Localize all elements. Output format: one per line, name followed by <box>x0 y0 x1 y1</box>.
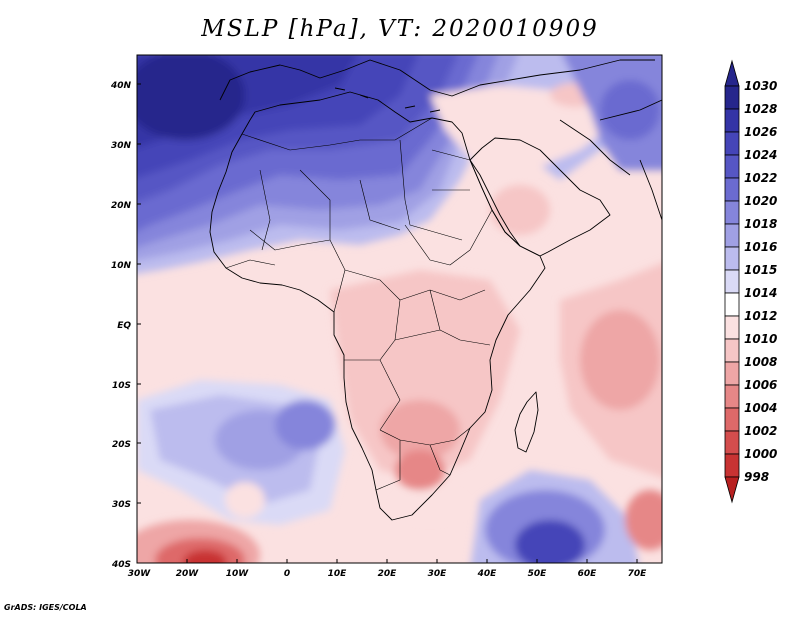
lon-label: 60E <box>578 569 598 579</box>
lon-label: 20W <box>176 569 200 579</box>
colorbar-swatch <box>724 269 740 294</box>
lat-label: 30N <box>111 141 132 151</box>
colorbar-label: 1004 <box>744 401 777 415</box>
colorbar-label: 998 <box>744 470 769 484</box>
lat-label: 10N <box>111 261 132 271</box>
lon-label: 10E <box>328 569 348 579</box>
colorbar-label: 1024 <box>744 148 777 162</box>
lon-label: 10W <box>226 569 250 579</box>
colorbar-arrow-bottom <box>724 476 740 504</box>
colorbar-swatch <box>724 292 740 317</box>
red-sea <box>469 159 521 247</box>
colorbar-swatch <box>724 200 740 225</box>
africa-coastline <box>209 91 546 521</box>
colorbar-swatch <box>724 407 740 432</box>
country-borders <box>225 117 493 491</box>
persian-gulf <box>559 99 662 176</box>
colorbar-arrow-top <box>724 59 740 87</box>
lon-label: 20E <box>378 569 398 579</box>
colorbar-swatch <box>724 154 740 179</box>
lat-label: 20S <box>112 440 131 450</box>
colorbar-label: 1008 <box>744 355 777 369</box>
mediterranean-islands <box>334 87 441 113</box>
colorbar-swatch <box>724 361 740 386</box>
lat-label: 40S <box>111 560 131 570</box>
colorbar-label: 1010 <box>744 332 777 346</box>
colorbar-label: 1020 <box>744 194 777 208</box>
pressure-field <box>137 55 662 563</box>
india-coast <box>639 159 662 221</box>
colorbar-swatch <box>724 108 740 133</box>
colorbar-swatch <box>724 177 740 202</box>
colorbar-label: 1030 <box>744 79 777 93</box>
colorbar-swatch <box>724 430 740 455</box>
map-frame <box>136 54 663 564</box>
colorbar-label: 1018 <box>744 217 777 231</box>
colorbar-label: 1026 <box>744 125 777 139</box>
colorbar-label: 1002 <box>744 424 777 438</box>
colorbar-label: 1015 <box>744 263 777 277</box>
lat-label: EQ <box>117 321 131 331</box>
lon-label: 40E <box>477 569 498 579</box>
lat-label: 30S <box>112 500 131 510</box>
colorbar-swatch <box>724 315 740 340</box>
coastline-borders <box>209 59 662 521</box>
colorbar-label: 1022 <box>744 171 777 185</box>
colorbar-label: 1016 <box>744 240 777 254</box>
colorbar-swatch <box>724 85 740 110</box>
lon-label: 70E <box>628 569 648 579</box>
colorbar-swatch <box>724 131 740 156</box>
lon-ticks <box>186 559 638 563</box>
colorbar-label: 1028 <box>744 102 777 116</box>
colorbar-swatch <box>724 384 740 409</box>
colorbar-swatch <box>724 338 740 363</box>
europe-coast <box>219 59 655 101</box>
lon-label: 30E <box>428 569 448 579</box>
colorbar-swatch <box>724 223 740 248</box>
lon-label: 30W <box>128 569 152 579</box>
colorbar: 1030 1028 1026 1024 1022 1020 1018 1016 1015 1014… <box>724 59 777 504</box>
lat-label: 10S <box>112 381 131 391</box>
madagascar <box>514 391 539 453</box>
map-title: MSLP [hPa], VT: 2020010909 <box>201 16 599 42</box>
colorbar-swatch <box>724 246 740 271</box>
lon-label: 0 <box>284 569 290 579</box>
lat-label: 20N <box>111 201 132 211</box>
lat-ticks <box>137 83 141 504</box>
arabia-coast <box>469 137 611 257</box>
colorbar-label: 1014 <box>744 286 777 300</box>
colorbar-label: 1006 <box>744 378 777 392</box>
colorbar-label: 1000 <box>744 447 777 461</box>
lat-label: 40N <box>110 81 132 91</box>
colorbar-label: 1012 <box>744 309 777 323</box>
credit-text: GrADS: IGES/COLA <box>4 603 87 612</box>
lon-label: 50E <box>528 569 548 579</box>
colorbar-swatch <box>724 453 740 478</box>
